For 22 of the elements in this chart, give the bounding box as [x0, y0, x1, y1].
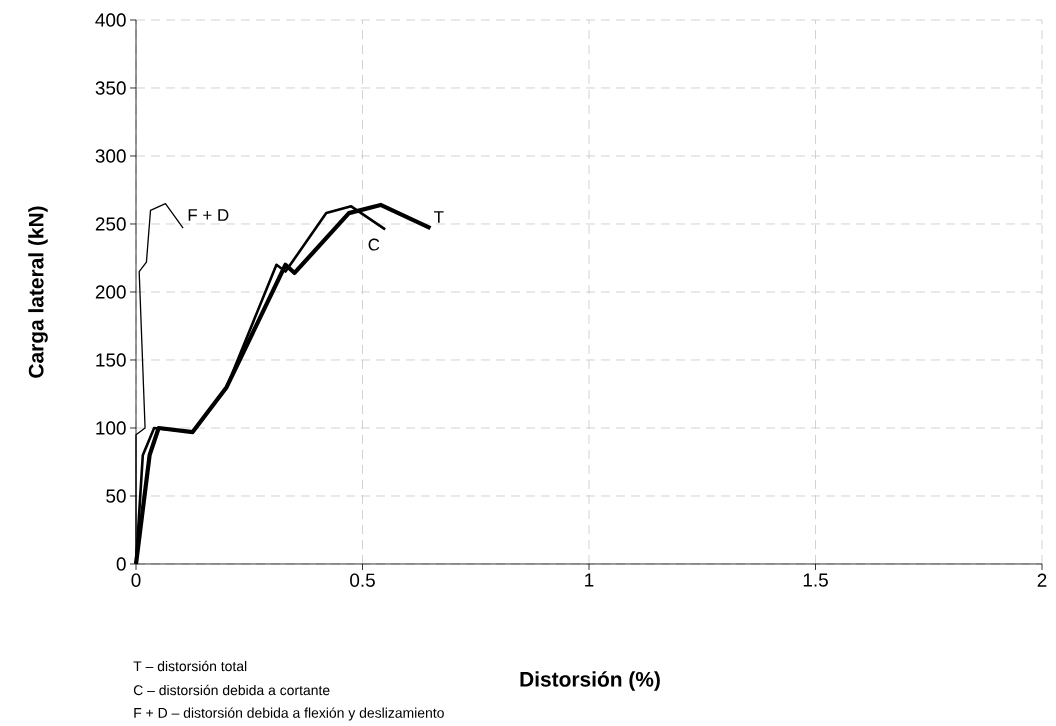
series-label: C [368, 238, 380, 251]
y-tick-label: 200 [95, 285, 126, 299]
y-tick-label: 300 [95, 149, 126, 163]
x-axis-title: Distorsión (%) [520, 671, 660, 691]
series-label: F + D [188, 209, 229, 221]
y-tick-label: 100 [96, 421, 126, 435]
x-tick-label: 2 [1037, 573, 1047, 587]
x-tick-label: 1 [585, 573, 594, 587]
text: T – distorsión total [133, 660, 247, 672]
x-tick-label: 0.5 [350, 573, 375, 587]
y-tick-label: 150 [96, 353, 126, 367]
x-tick-label: 1.5 [803, 573, 828, 587]
x-tick-label: 0 [131, 573, 141, 587]
y-tick-label: 50 [106, 489, 126, 503]
y-tick-label: 350 [95, 81, 126, 95]
y-tick-label: 250 [95, 217, 126, 231]
text: F + D – distorsión debida a flexión y deslizamiento [134, 707, 444, 721]
y-tick-label: 400 [95, 13, 126, 27]
series-label: T [434, 211, 444, 223]
y-axis-title: Carga lateral (kN) [28, 206, 48, 378]
text: C – distorsión debida a cortante [133, 684, 330, 696]
y-tick-label: 0 [116, 557, 126, 571]
